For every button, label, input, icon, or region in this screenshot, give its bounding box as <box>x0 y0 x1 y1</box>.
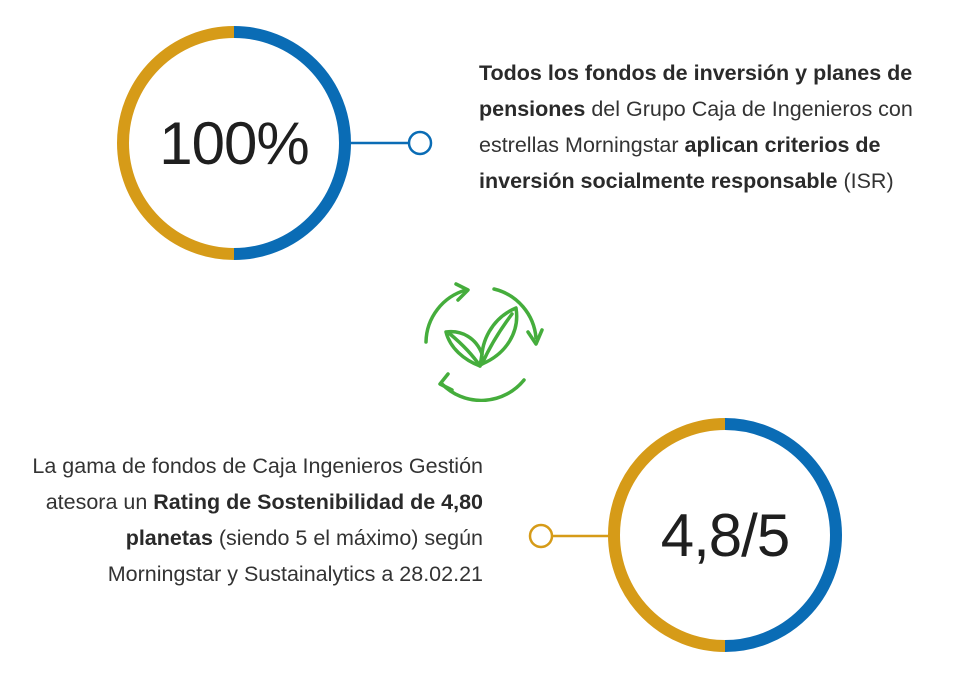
stat_bottom-text-run: La gama de fondos de Caja Ingenieros Ges… <box>32 454 483 514</box>
connector-top <box>351 130 433 156</box>
ring-bottom-right-arc <box>724 418 842 652</box>
ring-chart-top: 100% <box>117 26 351 260</box>
connector-bottom <box>528 523 610 549</box>
ring-bottom-left-arc <box>608 418 726 652</box>
ring-chart-bottom: 4,8/5 <box>608 418 842 652</box>
ring-top-right-arc <box>233 26 351 260</box>
stat_bottom-text-run: Rating de Sostenibilidad de 4,80 planeta… <box>125 490 483 550</box>
stat_top-text-run: del Grupo Caja de Ingenieros con estrell… <box>479 97 913 157</box>
stat_top-text-run: Todos los fondos de inversión y planes d… <box>479 61 913 121</box>
ring-graphic-top <box>117 26 351 260</box>
stat_top-text-run: (ISR) <box>837 169 894 193</box>
ring-top-left-arc <box>117 26 235 260</box>
connector-top-dot <box>407 130 433 156</box>
stat-top-value: 100% <box>159 109 309 177</box>
ring-graphic-bottom <box>608 418 842 652</box>
stat_bottom-text-run: (siendo 5 el máximo) según Morningstar y… <box>107 526 483 586</box>
stat-top-description: Todos los fondos de inversión y planes d… <box>479 55 939 199</box>
stat_top-text-run: aplican criterios de inversión socialmen… <box>479 133 881 193</box>
stat-bottom-description: La gama de fondos de Caja Ingenieros Ges… <box>30 448 483 592</box>
recycle-leaf-icon <box>424 282 544 402</box>
stat-bottom-value: 4,8/5 <box>660 501 790 569</box>
connector-bottom-dot <box>528 523 554 549</box>
